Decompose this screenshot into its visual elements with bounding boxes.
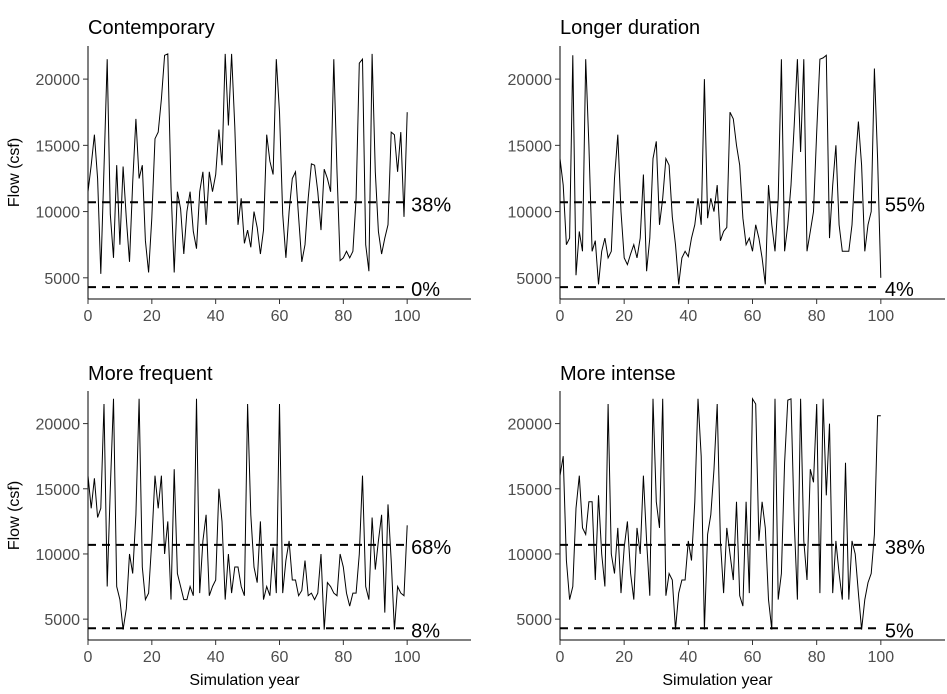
x-tick-label: 60 bbox=[271, 308, 289, 325]
x-tick-label: 0 bbox=[84, 649, 93, 666]
threshold-label-2: 5% bbox=[885, 620, 914, 642]
x-tick-label: 80 bbox=[808, 649, 826, 666]
threshold-label-2: 8% bbox=[411, 620, 440, 642]
x-tick-label: 0 bbox=[556, 649, 565, 666]
x-tick-label: 20 bbox=[615, 308, 633, 325]
threshold-label-2: 4% bbox=[885, 279, 914, 301]
y-tick-label: 20000 bbox=[36, 72, 81, 89]
flow-series-line bbox=[559, 54, 882, 285]
flow-series-line bbox=[87, 53, 408, 274]
panel-title: More intense bbox=[560, 363, 676, 385]
x-tick-label: 40 bbox=[207, 308, 225, 325]
y-tick-label: 15000 bbox=[36, 138, 81, 155]
x-tick-label: 80 bbox=[334, 649, 352, 666]
y-tick-label: 5000 bbox=[44, 612, 80, 629]
y-tick-label: 15000 bbox=[36, 482, 81, 499]
chart-panel-2: Longer duration 5000 10000 15000 20000 0 20 40 6… bbox=[508, 17, 945, 325]
x-axis-label: Simulation year bbox=[189, 672, 300, 689]
y-tick-label: 10000 bbox=[508, 205, 553, 222]
threshold-label-2: 0% bbox=[411, 279, 440, 301]
threshold-label-1: 68% bbox=[411, 537, 451, 559]
y-axis-label: Flow (csf) bbox=[6, 481, 23, 550]
y-tick-label: 5000 bbox=[516, 271, 552, 288]
x-tick-label: 20 bbox=[143, 308, 161, 325]
y-tick-label: 20000 bbox=[36, 417, 81, 434]
chart-panel-3: More frequent 5000 10000 15000 20000 0 20 40 60 8… bbox=[6, 363, 471, 689]
y-tick-label: 10000 bbox=[36, 547, 81, 564]
x-tick-label: 100 bbox=[394, 649, 421, 666]
x-tick-label: 0 bbox=[84, 308, 93, 325]
panel-title: Contemporary bbox=[88, 17, 215, 39]
x-tick-label: 100 bbox=[867, 649, 894, 666]
y-tick-label: 20000 bbox=[508, 72, 553, 89]
chart-panel-1: Contemporary 5000 10000 15000 20000 0 20 40 60 80… bbox=[6, 17, 471, 325]
x-tick-label: 0 bbox=[556, 308, 565, 325]
y-tick-label: 5000 bbox=[516, 612, 552, 629]
y-tick-label: 15000 bbox=[508, 482, 553, 499]
x-tick-label: 40 bbox=[679, 649, 697, 666]
x-axis-label: Simulation year bbox=[662, 672, 773, 689]
flow-series-line bbox=[87, 398, 408, 630]
x-tick-label: 100 bbox=[394, 308, 421, 325]
x-tick-label: 20 bbox=[143, 649, 161, 666]
panel-title: Longer duration bbox=[560, 17, 700, 39]
x-tick-label: 40 bbox=[207, 649, 225, 666]
y-tick-label: 10000 bbox=[36, 205, 81, 222]
y-axis-label: Flow (csf) bbox=[6, 138, 23, 207]
x-tick-label: 80 bbox=[334, 308, 352, 325]
flow-series-line bbox=[559, 397, 881, 630]
threshold-label-1: 55% bbox=[885, 194, 925, 216]
chart-panel-4: More intense 5000 10000 15000 20000 0 20 40 60 80… bbox=[508, 363, 945, 689]
y-tick-label: 10000 bbox=[508, 547, 553, 564]
x-tick-label: 40 bbox=[679, 308, 697, 325]
x-tick-label: 60 bbox=[744, 308, 762, 325]
y-tick-label: 20000 bbox=[508, 417, 553, 434]
x-tick-label: 80 bbox=[808, 308, 826, 325]
threshold-label-1: 38% bbox=[885, 537, 925, 559]
x-tick-label: 20 bbox=[615, 649, 633, 666]
x-tick-label: 60 bbox=[271, 649, 289, 666]
x-tick-label: 100 bbox=[867, 308, 894, 325]
threshold-label-1: 38% bbox=[411, 194, 451, 216]
y-tick-label: 5000 bbox=[44, 271, 80, 288]
x-tick-label: 60 bbox=[744, 649, 762, 666]
panel-title: More frequent bbox=[88, 363, 213, 385]
y-tick-label: 15000 bbox=[508, 138, 553, 155]
